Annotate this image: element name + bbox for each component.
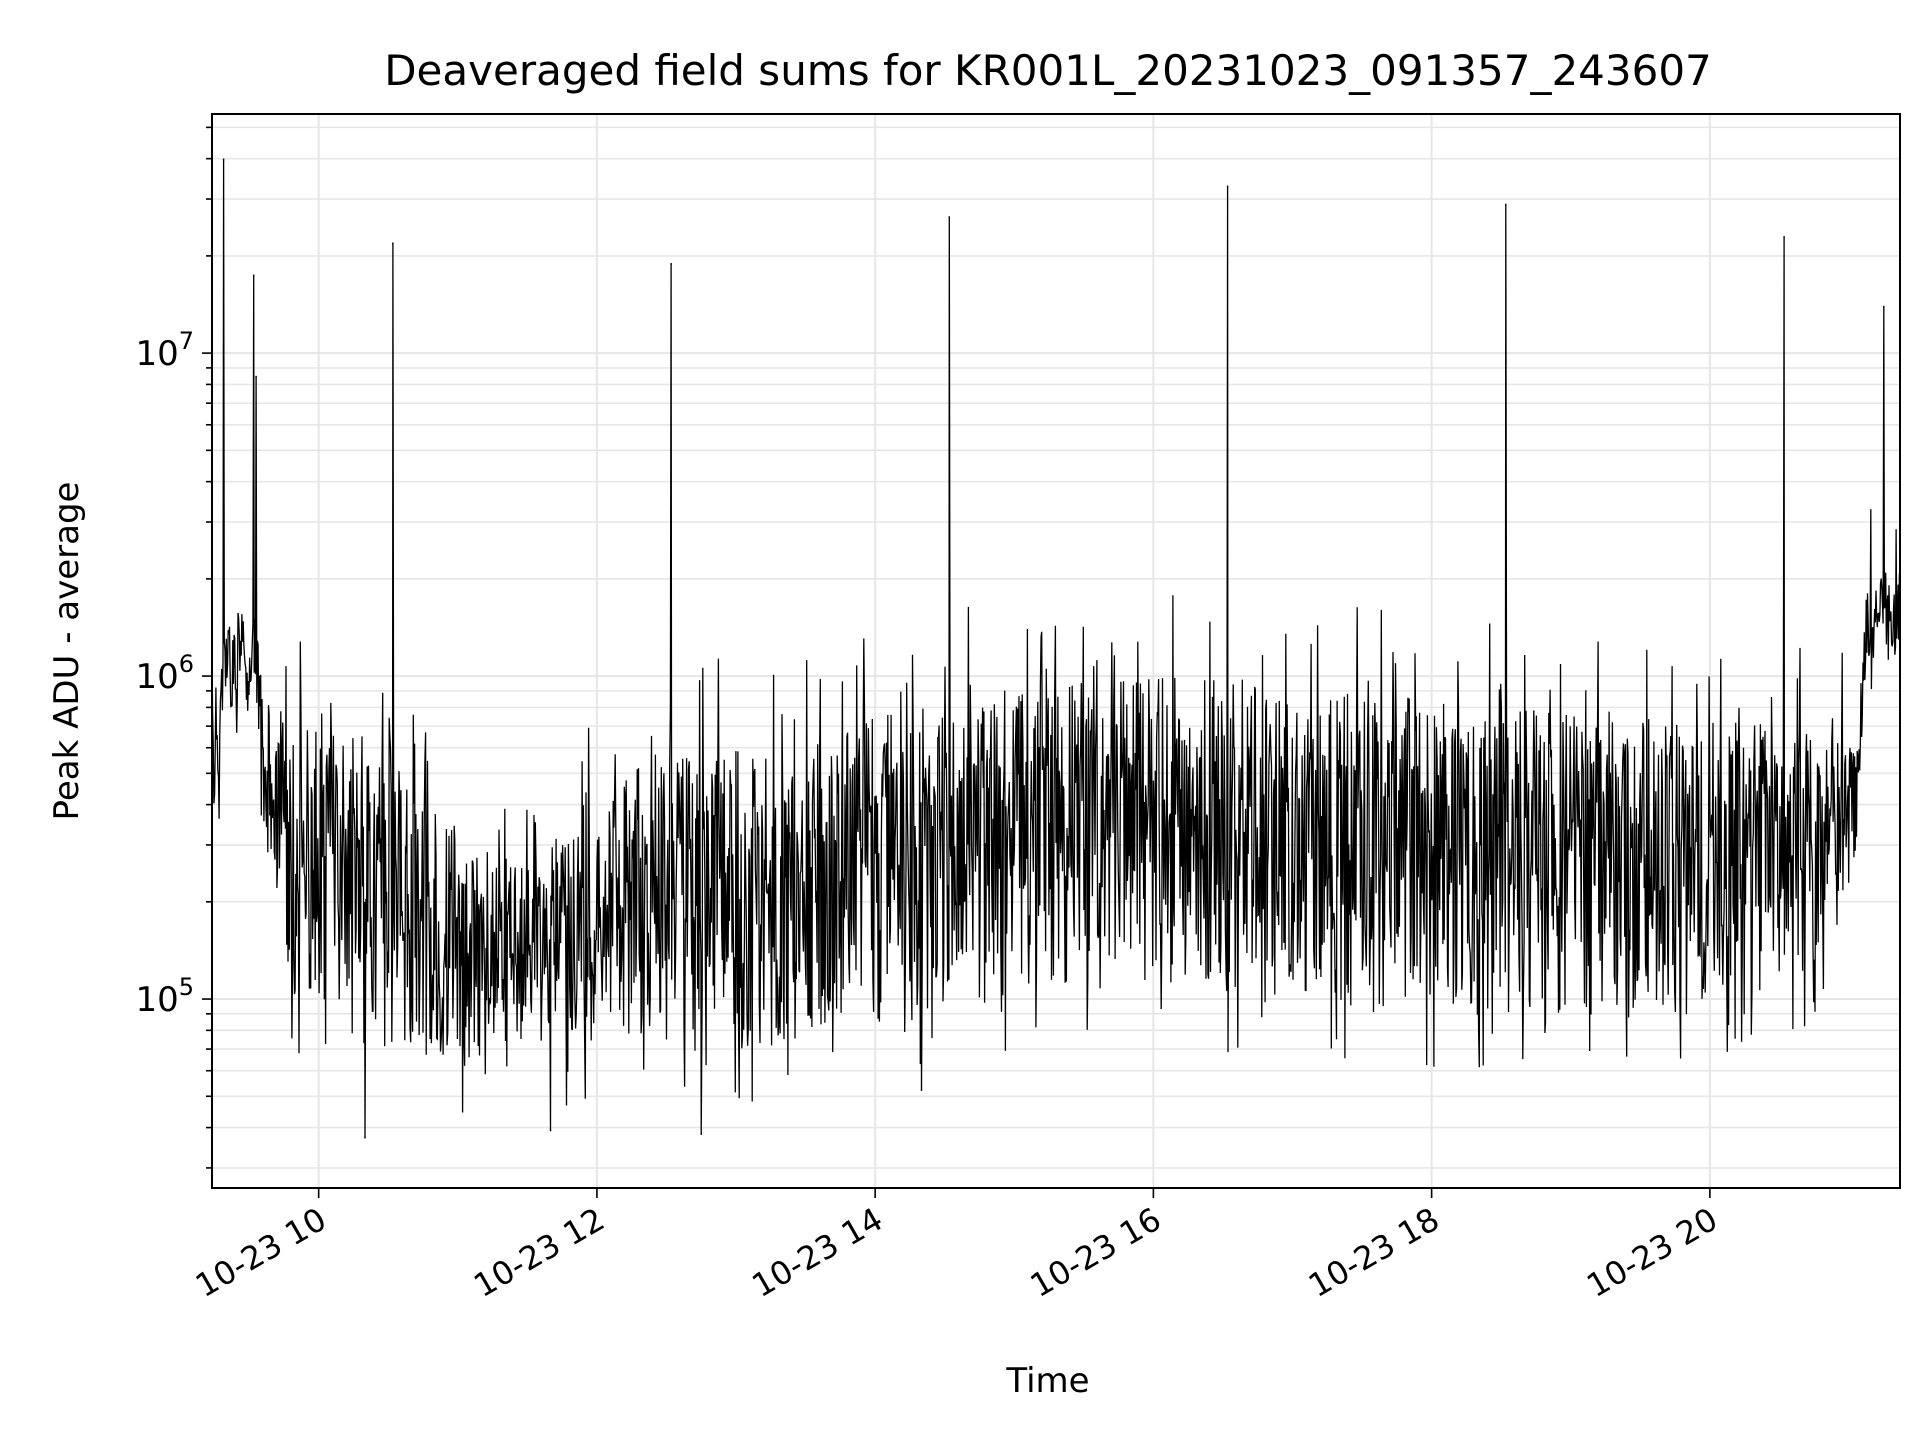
- y-tick-label: 106: [135, 650, 194, 697]
- plot-frame: [211, 113, 1901, 1189]
- data-series: [211, 158, 1901, 1139]
- y-axis-label: Peak ADU - average: [47, 482, 87, 821]
- y-tick-label: 105: [135, 973, 194, 1020]
- chart-title: Deaveraged field sums for KR001L_2023102…: [384, 46, 1712, 95]
- x-axis-label: Time: [1005, 1361, 1089, 1401]
- series-line: [211, 158, 1901, 1139]
- y-tick-label: 107: [135, 327, 194, 374]
